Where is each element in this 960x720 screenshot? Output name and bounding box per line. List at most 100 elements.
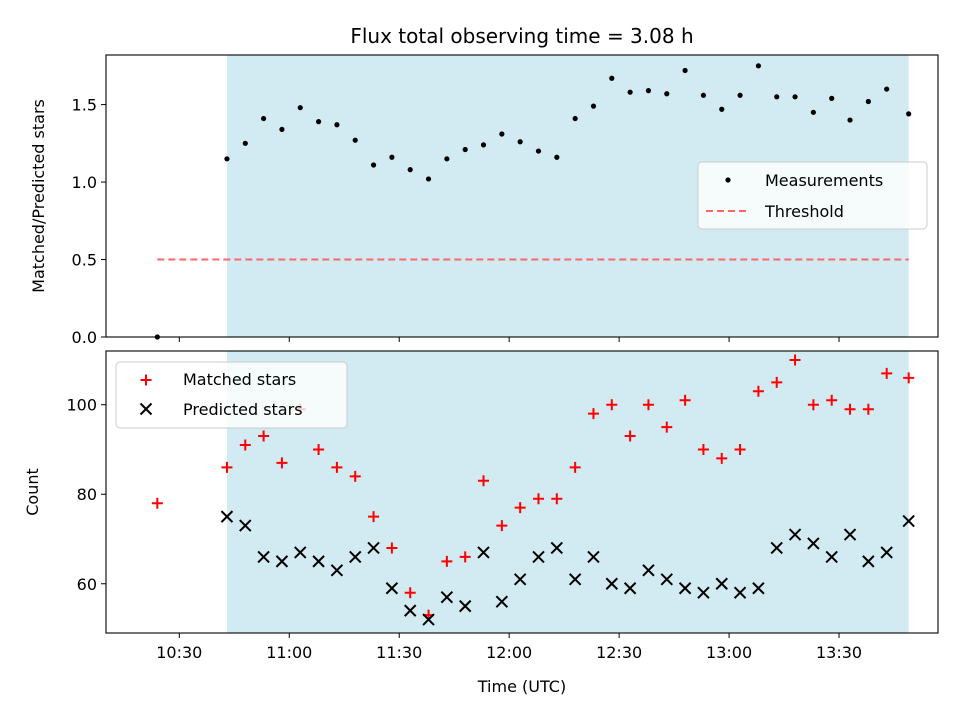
bottom-axes-frame	[105, 350, 939, 634]
matched-star-point	[276, 457, 288, 469]
matched-star-point	[441, 555, 453, 567]
top-axes-frame	[105, 54, 939, 338]
x-axis-label: Time (UTC)	[477, 677, 566, 696]
measurement-point	[279, 126, 285, 132]
predicted-star-point	[862, 555, 875, 568]
measurement-point	[535, 148, 542, 154]
x-tick-label: 11:00	[266, 643, 312, 662]
predicted-star-point	[902, 514, 915, 528]
predicted-star-point	[605, 577, 619, 590]
matched-star-point	[606, 399, 618, 411]
measurement-point	[810, 109, 816, 115]
measurement-point	[261, 115, 267, 122]
matched-star-point	[478, 475, 490, 487]
matched-star-point	[221, 461, 233, 473]
predicted-star-point	[477, 546, 490, 559]
top-y-tick-label: 0.5	[72, 251, 97, 270]
measurement-point	[792, 94, 798, 100]
predicted-star-point	[880, 546, 893, 559]
predicted-star-point	[733, 586, 747, 599]
legend-measurements-marker	[725, 177, 731, 183]
predicted-star-point	[239, 519, 252, 532]
predicted-star-point	[752, 582, 765, 595]
measurement-point	[884, 86, 890, 92]
matched-star-point	[752, 385, 764, 397]
matched-star-point	[349, 470, 361, 482]
predicted-star-point	[513, 573, 527, 586]
matched-star-point	[771, 376, 783, 388]
matched-star-point	[386, 542, 398, 554]
measurement-point	[554, 154, 560, 160]
predicted-star-point	[788, 528, 802, 541]
predicted-star-point	[715, 577, 728, 590]
matched-star-point	[697, 443, 709, 455]
predicted-star-point	[825, 550, 838, 564]
measurement-point	[590, 103, 597, 109]
measurement-point	[719, 106, 725, 112]
top-y-tick-label: 1.5	[72, 96, 97, 115]
predicted-star-point	[257, 550, 270, 564]
predicted-star-point	[807, 537, 820, 550]
measurement-point	[627, 89, 633, 95]
matched-star-point	[716, 452, 728, 464]
matched-star-point	[551, 493, 563, 505]
predicted-star-point	[843, 528, 857, 541]
matched-star-point	[514, 502, 526, 514]
predicted-star-point	[385, 582, 399, 595]
bottom-y-tick-label: 80	[77, 485, 97, 504]
predicted-star-point	[532, 550, 545, 564]
legend-matched-marker	[140, 374, 152, 386]
matched-star-point	[368, 511, 380, 523]
matched-star-point	[587, 408, 599, 420]
measurement-point	[352, 137, 358, 143]
predicted-star-point	[312, 555, 325, 568]
matched-star-point	[826, 394, 838, 406]
measurement-point	[517, 139, 523, 145]
matched-star-point	[496, 520, 508, 532]
measurement-point	[444, 156, 450, 162]
matched-star-point	[313, 443, 325, 455]
matched-star-point	[569, 461, 581, 473]
measurement-point	[407, 167, 413, 173]
matched-star-point	[624, 430, 636, 442]
measurement-point	[334, 122, 340, 128]
top-y-tick-label: 0.0	[72, 328, 97, 347]
measurement-point	[906, 111, 912, 117]
predicted-star-point	[330, 564, 344, 577]
top-legend: Measurements Threshold	[697, 161, 928, 230]
measurement-point	[297, 105, 303, 111]
matched-star-point	[661, 421, 673, 433]
bottom-y-tick-label: 60	[77, 575, 97, 594]
x-tick-label: 12:30	[596, 643, 642, 662]
measurement-point	[609, 75, 615, 81]
predicted-star-point	[458, 599, 472, 613]
bottom-panel: 60 80 100 10:30 11:00 11:30 12:00 12:30 13:00 13…	[23, 350, 939, 696]
measurement-point	[829, 95, 835, 101]
predicted-star-point	[349, 550, 362, 564]
predicted-star-point	[642, 564, 655, 577]
legend-matched-label: Matched stars	[183, 370, 296, 389]
predicted-star-point	[440, 590, 454, 604]
top-y-tick-label: 1.0	[72, 173, 97, 192]
matched-star-point	[404, 587, 416, 599]
predicted-star-point	[550, 541, 564, 555]
measurement-point	[499, 131, 505, 137]
measurement-point	[425, 176, 432, 182]
bottom-legend-box	[115, 361, 348, 429]
legend-measurements-label: Measurements	[765, 171, 883, 190]
matched-star-point	[239, 439, 251, 451]
legend-threshold-label: Threshold	[764, 202, 844, 221]
measurement-point	[737, 92, 743, 98]
predicted-star-point	[587, 550, 600, 564]
measurement-point	[865, 98, 871, 105]
predicted-star-point	[220, 510, 234, 523]
predicted-star-point	[367, 541, 380, 555]
predicted-star-point	[770, 541, 783, 555]
matched-star-point	[642, 399, 654, 411]
measurement-point	[370, 162, 377, 168]
matched-star-point	[459, 551, 471, 563]
measurement-point	[774, 94, 780, 100]
matched-star-point	[151, 497, 163, 509]
measurement-point	[224, 156, 230, 162]
